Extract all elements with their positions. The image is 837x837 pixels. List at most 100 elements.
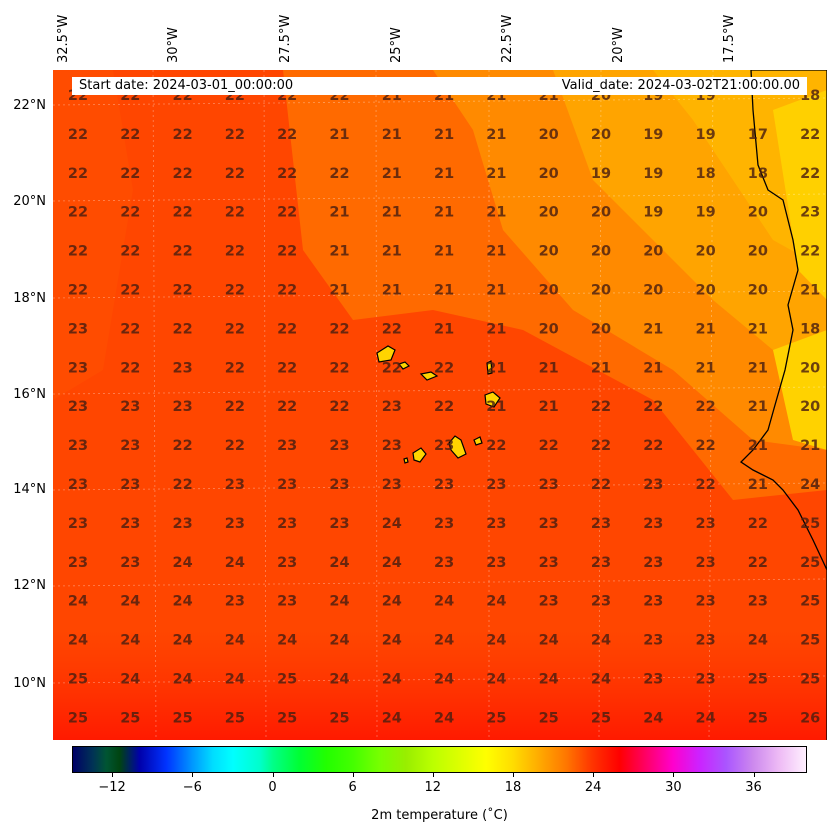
grid-value: 24 — [225, 672, 245, 688]
grid-value: 25 — [329, 710, 349, 726]
latitude-label: 16°N — [13, 387, 46, 402]
grid-value: 22 — [643, 438, 663, 454]
colorbar-tick-label: 18 — [504, 780, 522, 795]
colorbar-tick-label: 24 — [584, 780, 602, 795]
colorbar-tick-label: 36 — [745, 780, 762, 795]
grid-value: 23 — [68, 399, 88, 415]
grid-value: 24 — [68, 594, 88, 610]
colorbar-tick-label: 0 — [268, 780, 277, 795]
grid-value: 23 — [591, 516, 611, 532]
grid-value: 23 — [434, 438, 454, 454]
grid-value: 24 — [382, 594, 402, 610]
island-sao-vicente — [397, 361, 411, 370]
start-date-label: Start date: 2024-03-01_00:00:00 — [79, 78, 294, 93]
grid-value: 22 — [173, 244, 193, 260]
grid-value: 23 — [486, 477, 506, 493]
grid-value: 25 — [800, 555, 820, 571]
grid-value: 22 — [68, 244, 88, 260]
grid-value: 24 — [748, 633, 768, 649]
grid-value: 22 — [591, 438, 611, 454]
longitude-label: 30°W — [166, 27, 181, 63]
grid-value: 22 — [800, 244, 820, 260]
grid-value: 23 — [696, 555, 716, 571]
grid-value: 22 — [225, 166, 245, 182]
grid-value: 21 — [434, 127, 454, 143]
grid-value: 22 — [173, 283, 193, 299]
grid-value: 17 — [748, 127, 768, 143]
longitude-label: 17.5°W — [722, 14, 737, 63]
island-sao-nicolau — [419, 371, 439, 381]
valid-date-label: Valid_date: 2024-03-02T21:00:00.00 — [561, 78, 800, 93]
grid-value: 20 — [591, 244, 611, 260]
grid-value: 23 — [68, 516, 88, 532]
grid-value: 22 — [329, 360, 349, 376]
grid-value: 23 — [68, 321, 88, 337]
grid-value: 21 — [382, 127, 402, 143]
grid-value: 25 — [120, 710, 140, 726]
colorbar-tick — [753, 773, 755, 777]
grid-value: 23 — [696, 594, 716, 610]
grid-value: 19 — [591, 166, 611, 182]
grid-value: 21 — [382, 283, 402, 299]
grid-value: 23 — [120, 516, 140, 532]
grid-value: 24 — [382, 710, 402, 726]
grid-value: 24 — [434, 633, 454, 649]
grid-value: 22 — [800, 127, 820, 143]
longitude-label: 20°W — [611, 27, 626, 63]
temperature-colorbar — [72, 746, 807, 773]
grid-value: 25 — [173, 710, 193, 726]
latitude-label: 20°N — [13, 194, 46, 209]
grid-value: 25 — [748, 710, 768, 726]
grid-value: 24 — [173, 633, 193, 649]
grid-value: 19 — [696, 205, 716, 221]
grid-value: 19 — [696, 127, 716, 143]
grid-value: 24 — [120, 633, 140, 649]
grid-value: 22 — [173, 321, 193, 337]
grid-value: 22 — [591, 477, 611, 493]
grid-value: 26 — [800, 710, 820, 726]
grid-value: 22 — [173, 477, 193, 493]
grid-value: 23 — [225, 516, 245, 532]
grid-value: 23 — [277, 477, 297, 493]
colorbar-tick-label: −6 — [182, 780, 202, 795]
grid-value: 24 — [120, 594, 140, 610]
grid-value: 21 — [539, 399, 559, 415]
grid-value: 24 — [329, 555, 349, 571]
grid-value: 23 — [643, 672, 663, 688]
grid-value: 20 — [748, 283, 768, 299]
grid-value: 21 — [539, 360, 559, 376]
colorbar-tick-label: 30 — [665, 780, 682, 795]
grid-value: 21 — [486, 127, 506, 143]
grid-value: 22 — [434, 399, 454, 415]
grid-value: 23 — [277, 594, 297, 610]
island-boa-vista — [484, 391, 501, 408]
grid-value: 20 — [539, 283, 559, 299]
grid-value: 21 — [382, 244, 402, 260]
grid-value: 23 — [486, 555, 506, 571]
grid-value: 23 — [696, 672, 716, 688]
grid-value: 22 — [382, 360, 402, 376]
grid-value: 21 — [486, 360, 506, 376]
grid-value: 23 — [434, 477, 454, 493]
grid-value: 25 — [277, 672, 297, 688]
grid-value: 24 — [486, 594, 506, 610]
grid-value: 23 — [696, 633, 716, 649]
south-warm-zone — [53, 630, 827, 740]
grid-value: 23 — [68, 477, 88, 493]
grid-value: 21 — [434, 244, 454, 260]
grid-value: 24 — [643, 710, 663, 726]
grid-value: 23 — [591, 555, 611, 571]
grid-value: 23 — [539, 477, 559, 493]
grid-value: 21 — [800, 283, 820, 299]
grid-value: 24 — [173, 555, 193, 571]
grid-value: 20 — [539, 321, 559, 337]
coast-cool-strip — [773, 90, 827, 300]
grid-value: 23 — [120, 555, 140, 571]
grid-value: 22 — [120, 166, 140, 182]
grid-value: 24 — [225, 633, 245, 649]
grid-value: 23 — [643, 516, 663, 532]
colorbar-tick — [513, 773, 514, 777]
grid-value: 23 — [173, 399, 193, 415]
grid-value: 21 — [486, 205, 506, 221]
grid-value: 22 — [277, 244, 297, 260]
